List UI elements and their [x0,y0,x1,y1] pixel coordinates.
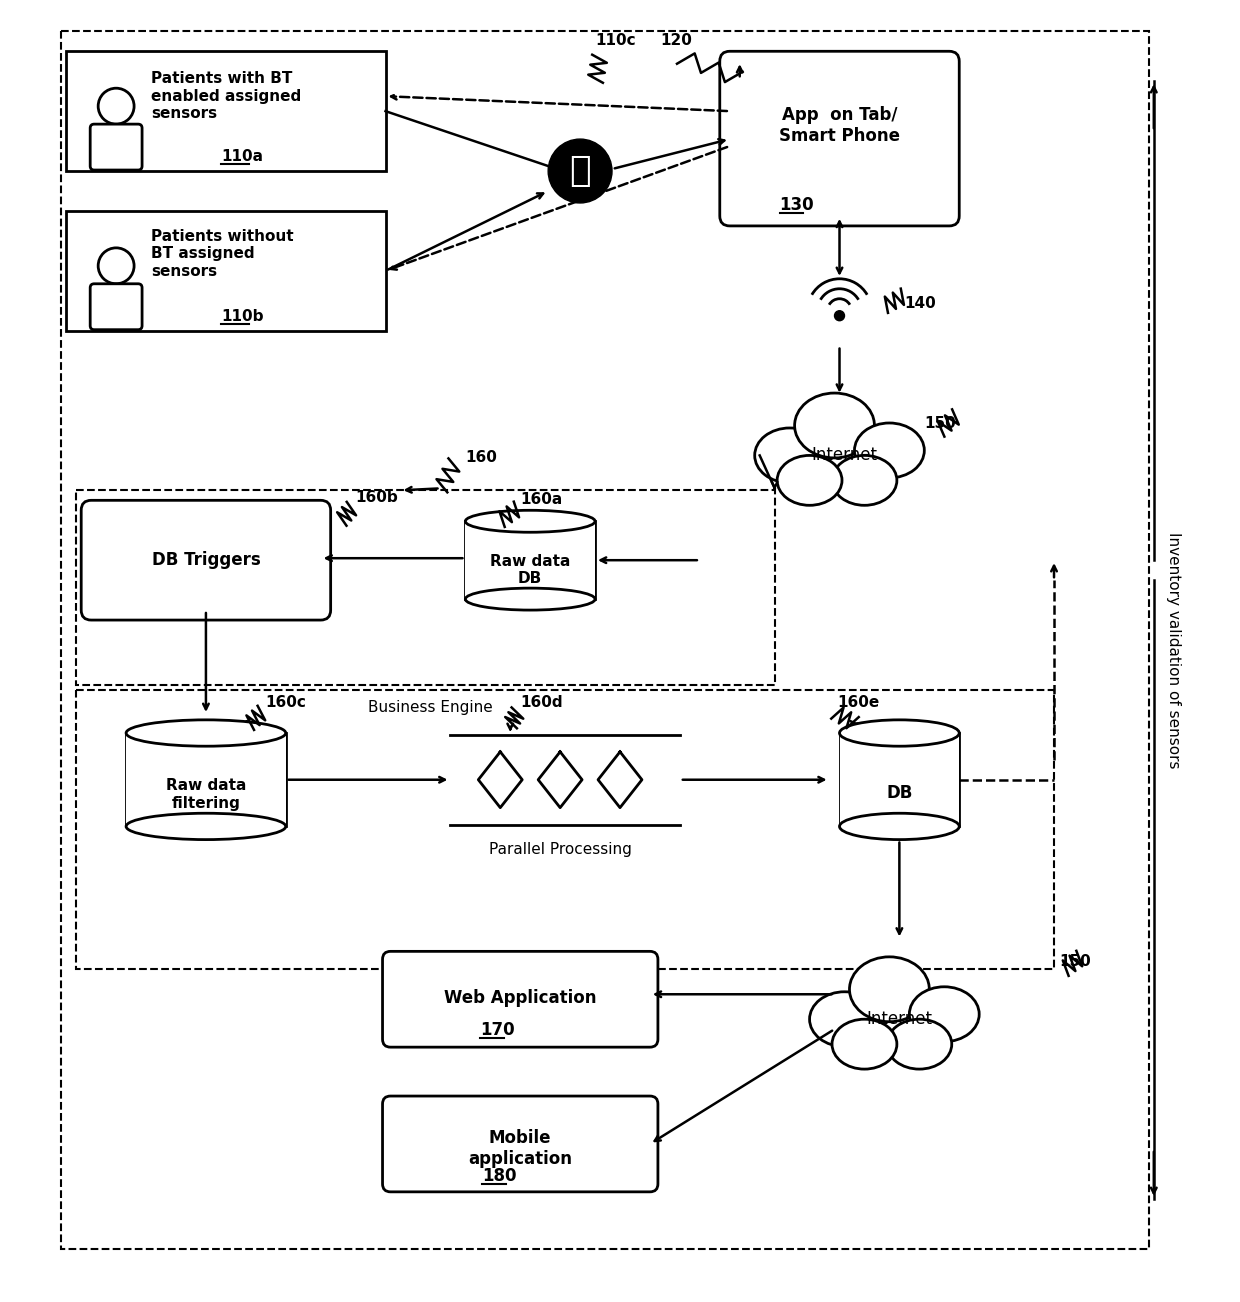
FancyBboxPatch shape [382,1096,658,1191]
Text: Patients with BT
enabled assigned
sensors: Patients with BT enabled assigned sensor… [151,72,301,121]
Text: 170: 170 [480,1021,515,1039]
Text: 150: 150 [1059,954,1091,970]
Bar [126,733,285,827]
Text: Internet: Internet [811,447,878,465]
Text: Inventory validation of sensors: Inventory validation of sensors [1167,531,1182,768]
Ellipse shape [755,428,825,483]
Text: 110a: 110a [221,148,263,164]
Text: ⦿: ⦿ [569,154,591,187]
Ellipse shape [126,814,285,840]
FancyBboxPatch shape [382,952,658,1047]
FancyBboxPatch shape [81,500,331,620]
Text: 160e: 160e [837,695,879,710]
Text: 180: 180 [482,1167,517,1185]
Bar [76,491,775,685]
Text: 160a: 160a [521,492,563,508]
Text: 160d: 160d [521,695,563,710]
Ellipse shape [832,456,897,505]
Text: 160c: 160c [265,695,306,710]
Ellipse shape [854,423,924,478]
Text: DB Triggers: DB Triggers [151,551,260,569]
Ellipse shape [126,720,285,746]
Bar [61,31,1148,1249]
FancyBboxPatch shape [91,124,143,171]
Text: 130: 130 [780,197,815,214]
Text: 150: 150 [924,415,956,431]
Text: DB: DB [887,784,913,802]
Text: 120: 120 [660,34,692,48]
Ellipse shape [465,510,595,533]
Circle shape [835,311,844,320]
Text: 110c: 110c [595,34,636,48]
Ellipse shape [832,1019,897,1069]
Ellipse shape [839,720,960,746]
FancyBboxPatch shape [91,284,143,329]
Ellipse shape [909,987,980,1042]
Ellipse shape [795,393,874,458]
Ellipse shape [839,814,960,840]
FancyBboxPatch shape [719,51,960,227]
Bar [66,211,386,331]
Ellipse shape [849,957,929,1022]
Ellipse shape [465,589,595,611]
Text: Web Application: Web Application [444,990,596,1008]
Bar [839,733,960,827]
Ellipse shape [887,1019,952,1069]
Bar [465,521,595,599]
Text: 110b: 110b [221,309,263,324]
Circle shape [548,139,613,203]
Bar [66,51,386,171]
Text: Patients without
BT assigned
sensors: Patients without BT assigned sensors [151,229,294,279]
Text: Raw data
DB: Raw data DB [490,553,570,586]
Bar [76,690,1054,969]
Text: 160: 160 [465,450,497,465]
Ellipse shape [777,456,842,505]
Text: 160b: 160b [356,491,398,505]
Text: Parallel Processing: Parallel Processing [489,841,631,857]
Text: 140: 140 [904,296,936,311]
Text: Raw data
filtering: Raw data filtering [166,779,246,811]
Text: Business Engine: Business Engine [368,700,492,715]
Ellipse shape [810,992,879,1047]
Text: App  on Tab/
Smart Phone: App on Tab/ Smart Phone [779,107,900,145]
Text: Internet: Internet [867,1010,932,1029]
Text: Mobile
application: Mobile application [469,1129,572,1168]
